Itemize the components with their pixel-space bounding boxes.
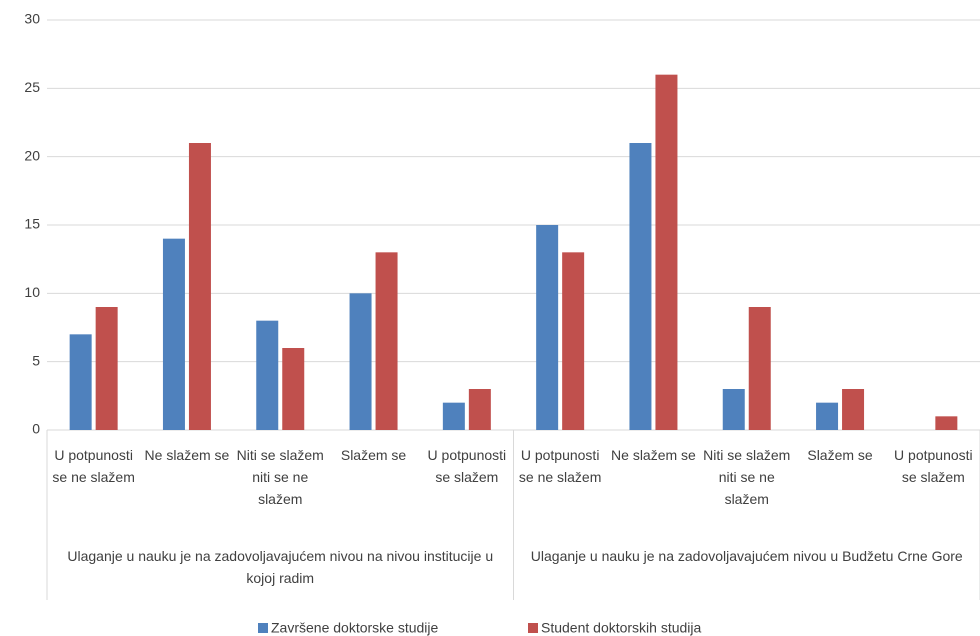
y-tick-label: 10: [24, 284, 40, 300]
bar: [629, 143, 652, 430]
bar: [375, 252, 398, 430]
x-tick-label: Niti se slažem niti se ne slažem: [236, 447, 324, 507]
bar: [282, 348, 305, 430]
bar: [95, 307, 118, 430]
y-tick-label: 30: [24, 11, 40, 27]
x-tick-label: U potpunosti se slažem: [894, 447, 973, 485]
legend-label: Student doktorskih studija: [541, 620, 702, 636]
y-tick-label: 5: [32, 352, 40, 368]
bar: [722, 389, 745, 430]
bar: [162, 238, 185, 430]
x-tick-label: Niti se slažem niti se ne slažem: [703, 447, 791, 507]
y-tick-label: 0: [32, 421, 40, 437]
bar: [816, 402, 839, 430]
bar: [536, 225, 559, 430]
y-tick-label: 25: [24, 79, 40, 95]
x-tick-label: Ne slažem se: [611, 447, 696, 463]
x-tick-label: Slažem se: [807, 447, 873, 463]
y-tick-label: 15: [24, 216, 40, 232]
x-tick-label: U potpunosti se ne slažem: [518, 447, 602, 485]
group-label: Ulaganje u nauku je na zadovoljavajućem …: [67, 548, 494, 586]
bar: [442, 402, 465, 430]
bar: [655, 74, 678, 431]
legend-swatch: [528, 623, 538, 633]
bar: [842, 389, 865, 430]
bar: [256, 320, 279, 430]
bar: [748, 307, 771, 430]
x-tick-label: U potpunosti se ne slažem: [52, 447, 135, 485]
bar: [349, 293, 372, 430]
x-tick-label: U potpunosti se slažem: [427, 447, 507, 485]
group-label: Ulaganje u nauku je na zadovoljavajućem …: [530, 548, 963, 564]
bar: [562, 252, 585, 430]
bar: [468, 389, 491, 430]
bar: [188, 143, 211, 430]
x-tick-label: Slažem se: [340, 447, 407, 463]
bar: [935, 416, 958, 430]
legend-label: Završene doktorske studije: [271, 620, 439, 636]
y-tick-label: 20: [24, 147, 40, 163]
bar: [69, 334, 92, 430]
legend-swatch: [258, 623, 268, 633]
x-tick-label: Ne slažem se: [144, 447, 230, 463]
